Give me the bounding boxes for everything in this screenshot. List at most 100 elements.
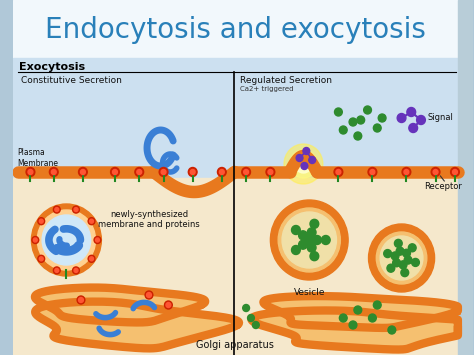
Text: newly-synthesized
membrane and proteins: newly-synthesized membrane and proteins (98, 210, 200, 229)
Circle shape (38, 255, 45, 262)
Text: Golgi apparatus: Golgi apparatus (197, 340, 274, 350)
Text: Vesicle: Vesicle (293, 288, 325, 297)
Circle shape (368, 224, 435, 292)
Circle shape (54, 267, 60, 274)
Circle shape (137, 169, 142, 175)
Circle shape (307, 243, 316, 252)
Circle shape (399, 261, 407, 269)
Circle shape (145, 291, 153, 299)
Circle shape (354, 132, 362, 140)
Circle shape (33, 238, 37, 242)
Circle shape (146, 293, 151, 297)
Circle shape (378, 114, 386, 122)
Text: Ca2+ triggered: Ca2+ triggered (240, 86, 294, 92)
Circle shape (28, 169, 33, 175)
Circle shape (54, 206, 60, 213)
Circle shape (364, 106, 372, 114)
Circle shape (243, 305, 249, 311)
Circle shape (110, 168, 119, 176)
Circle shape (81, 169, 85, 175)
Circle shape (282, 212, 337, 268)
Circle shape (270, 200, 348, 280)
Circle shape (384, 250, 392, 258)
Circle shape (94, 236, 101, 244)
Text: Signal: Signal (428, 114, 454, 122)
Circle shape (357, 116, 365, 124)
Circle shape (431, 168, 440, 176)
Circle shape (334, 168, 343, 176)
Circle shape (73, 206, 80, 213)
Circle shape (79, 168, 87, 176)
Circle shape (349, 321, 357, 329)
Bar (13, 58, 458, 178)
Circle shape (453, 169, 457, 175)
Bar (13, 0, 458, 58)
Circle shape (404, 256, 412, 264)
Circle shape (161, 169, 166, 175)
Circle shape (336, 169, 341, 175)
Circle shape (164, 301, 172, 309)
Circle shape (218, 168, 226, 176)
Circle shape (339, 314, 347, 322)
Circle shape (368, 168, 377, 176)
Circle shape (88, 218, 95, 225)
Polygon shape (35, 302, 239, 348)
Text: Regulated Secretion: Regulated Secretion (240, 76, 332, 85)
Circle shape (391, 252, 399, 260)
Circle shape (335, 108, 342, 116)
Circle shape (292, 225, 300, 235)
Circle shape (247, 315, 255, 322)
Circle shape (112, 169, 118, 175)
Text: Plasma
Membrane: Plasma Membrane (17, 148, 58, 168)
Circle shape (31, 204, 101, 276)
Circle shape (409, 124, 418, 132)
Circle shape (39, 219, 43, 223)
Circle shape (188, 168, 197, 176)
Circle shape (339, 126, 347, 134)
Circle shape (38, 218, 45, 225)
Circle shape (301, 163, 308, 169)
Circle shape (433, 169, 438, 175)
Circle shape (74, 208, 78, 212)
Circle shape (451, 168, 459, 176)
Polygon shape (264, 296, 458, 328)
Circle shape (354, 306, 362, 314)
Circle shape (166, 302, 171, 307)
Polygon shape (251, 311, 458, 350)
Circle shape (303, 147, 310, 154)
Circle shape (299, 231, 307, 240)
Circle shape (313, 235, 321, 245)
Circle shape (49, 168, 58, 176)
Circle shape (219, 169, 224, 175)
Circle shape (401, 269, 409, 277)
Circle shape (37, 210, 96, 270)
Circle shape (268, 169, 273, 175)
Circle shape (368, 314, 376, 322)
Circle shape (284, 144, 323, 184)
Circle shape (88, 255, 95, 262)
Circle shape (190, 169, 195, 175)
Circle shape (296, 154, 303, 162)
Circle shape (396, 247, 404, 255)
Circle shape (370, 169, 375, 175)
Circle shape (51, 169, 56, 175)
Circle shape (407, 108, 416, 116)
Circle shape (310, 252, 319, 261)
Circle shape (309, 157, 316, 164)
Circle shape (55, 268, 59, 272)
Circle shape (77, 296, 85, 304)
Circle shape (402, 168, 411, 176)
Text: Constitutive Secretion: Constitutive Secretion (21, 76, 122, 85)
Circle shape (242, 168, 250, 176)
Circle shape (253, 322, 259, 328)
Circle shape (409, 244, 416, 252)
Circle shape (388, 326, 396, 334)
Circle shape (299, 240, 307, 249)
Circle shape (90, 257, 93, 261)
Circle shape (411, 258, 419, 267)
Circle shape (39, 257, 43, 261)
Circle shape (159, 168, 168, 176)
Circle shape (290, 150, 317, 178)
Circle shape (417, 115, 425, 125)
Circle shape (321, 235, 330, 245)
